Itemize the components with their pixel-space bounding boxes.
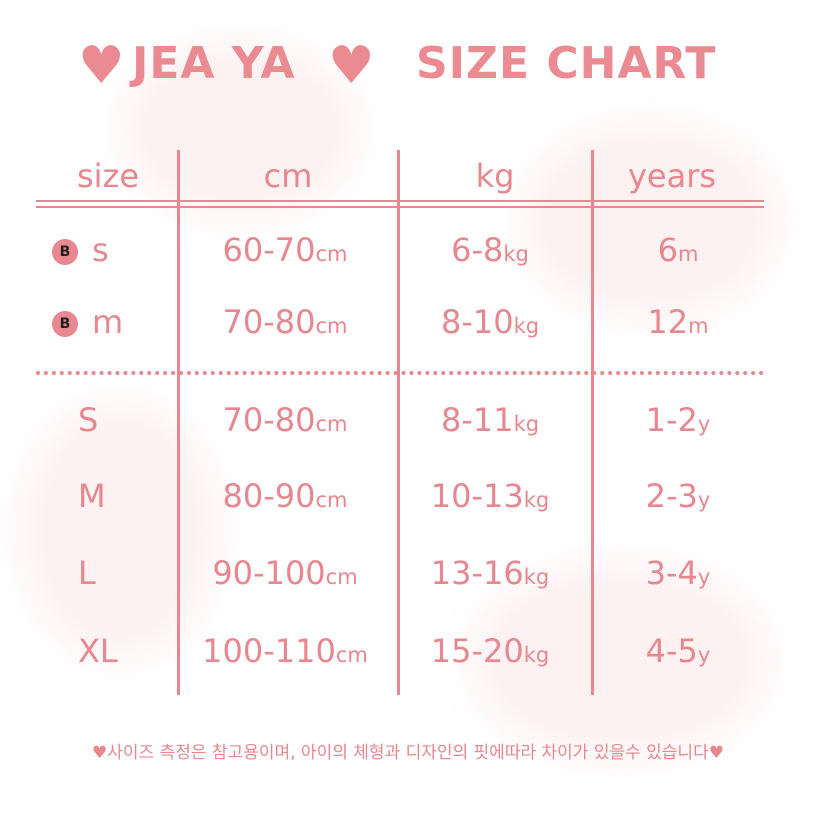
cm-value: 80-90 bbox=[222, 477, 316, 515]
kg-cell: 15-20kg bbox=[390, 632, 590, 670]
baby-badge: B bbox=[52, 239, 78, 265]
heart-icon: ♥ bbox=[328, 36, 375, 96]
kg-value: 13-16 bbox=[430, 554, 524, 592]
size-note: ♥사이즈 측정은 참고용이며, 아이의 체형과 디자인의 핏에따라 차이가 있을… bbox=[92, 743, 724, 763]
age-unit: y bbox=[697, 488, 711, 512]
cm-cell: 90-100cm bbox=[185, 554, 385, 592]
size-label: XL bbox=[78, 632, 118, 670]
size-label: M bbox=[78, 477, 106, 515]
kg-cell: 13-16kg bbox=[390, 554, 590, 592]
age-cell: 12m bbox=[578, 303, 778, 341]
header-divider bbox=[36, 200, 764, 202]
age-cell: 3-4y bbox=[578, 554, 778, 592]
cm-unit: cm bbox=[315, 242, 348, 266]
background-heart bbox=[520, 120, 780, 320]
age-unit: y bbox=[697, 565, 711, 589]
size-label: s bbox=[92, 231, 109, 269]
size-label: L bbox=[78, 554, 96, 592]
kg-cell: 6-8kg bbox=[390, 231, 590, 269]
age-value: 4-5 bbox=[645, 632, 698, 670]
cm-value: 100-110 bbox=[202, 632, 336, 670]
cm-unit: cm bbox=[335, 643, 368, 667]
size-label: m bbox=[92, 303, 124, 341]
cm-cell: 100-110cm bbox=[185, 632, 385, 670]
age-cell: 1-2y bbox=[578, 401, 778, 439]
cm-cell: 60-70cm bbox=[185, 231, 385, 269]
section-divider bbox=[36, 371, 764, 375]
kg-cell: 8-10kg bbox=[390, 303, 590, 341]
header-kg: kg bbox=[475, 157, 515, 195]
background-heart bbox=[20, 400, 220, 660]
kg-value: 10-13 bbox=[430, 477, 524, 515]
age-cell: 2-3y bbox=[578, 477, 778, 515]
cm-unit: cm bbox=[315, 488, 348, 512]
age-value: 2-3 bbox=[645, 477, 698, 515]
cm-unit: cm bbox=[315, 412, 348, 436]
column-divider bbox=[397, 150, 400, 695]
kg-value: 8-10 bbox=[440, 303, 514, 341]
column-divider bbox=[591, 150, 594, 695]
cm-value: 70-80 bbox=[222, 303, 316, 341]
baby-badge: B bbox=[52, 311, 78, 337]
brand-title: JEA YA bbox=[132, 38, 296, 89]
column-divider bbox=[177, 150, 180, 695]
age-cell: 6m bbox=[578, 231, 778, 269]
kg-unit: kg bbox=[523, 565, 550, 589]
kg-unit: kg bbox=[523, 643, 550, 667]
age-value: 6 bbox=[657, 231, 678, 269]
header-size: size bbox=[76, 157, 140, 195]
age-unit: y bbox=[697, 643, 711, 667]
header-years: years bbox=[627, 157, 717, 195]
cm-cell: 80-90cm bbox=[185, 477, 385, 515]
cm-unit: cm bbox=[315, 314, 348, 338]
cm-value: 90-100 bbox=[212, 554, 326, 592]
kg-unit: kg bbox=[503, 242, 529, 266]
age-value: 3-4 bbox=[645, 554, 698, 592]
age-value: 12 bbox=[647, 303, 689, 341]
kg-cell: 10-13kg bbox=[390, 477, 590, 515]
chart-title: SIZE CHART bbox=[416, 38, 717, 89]
kg-unit: kg bbox=[523, 488, 550, 512]
cm-value: 70-80 bbox=[222, 401, 316, 439]
cm-unit: cm bbox=[325, 565, 358, 589]
age-cell: 4-5y bbox=[578, 632, 778, 670]
kg-value: 6-8 bbox=[451, 231, 504, 269]
kg-value: 8-11 bbox=[440, 401, 514, 439]
kg-unit: kg bbox=[513, 412, 540, 436]
kg-unit: kg bbox=[513, 314, 540, 338]
background-heart bbox=[120, 40, 360, 220]
cm-value: 60-70 bbox=[222, 231, 316, 269]
header-cm: cm bbox=[263, 157, 313, 195]
age-unit: m bbox=[677, 242, 699, 266]
cm-cell: 70-80cm bbox=[185, 401, 385, 439]
age-unit: y bbox=[697, 412, 711, 436]
kg-value: 15-20 bbox=[430, 632, 524, 670]
age-value: 1-2 bbox=[645, 401, 698, 439]
size-label: S bbox=[78, 401, 99, 439]
background-heart bbox=[470, 560, 770, 760]
age-unit: m bbox=[688, 314, 709, 338]
header-divider bbox=[36, 206, 764, 208]
cm-cell: 70-80cm bbox=[185, 303, 385, 341]
kg-cell: 8-11kg bbox=[390, 401, 590, 439]
heart-icon: ♥ bbox=[78, 36, 125, 96]
